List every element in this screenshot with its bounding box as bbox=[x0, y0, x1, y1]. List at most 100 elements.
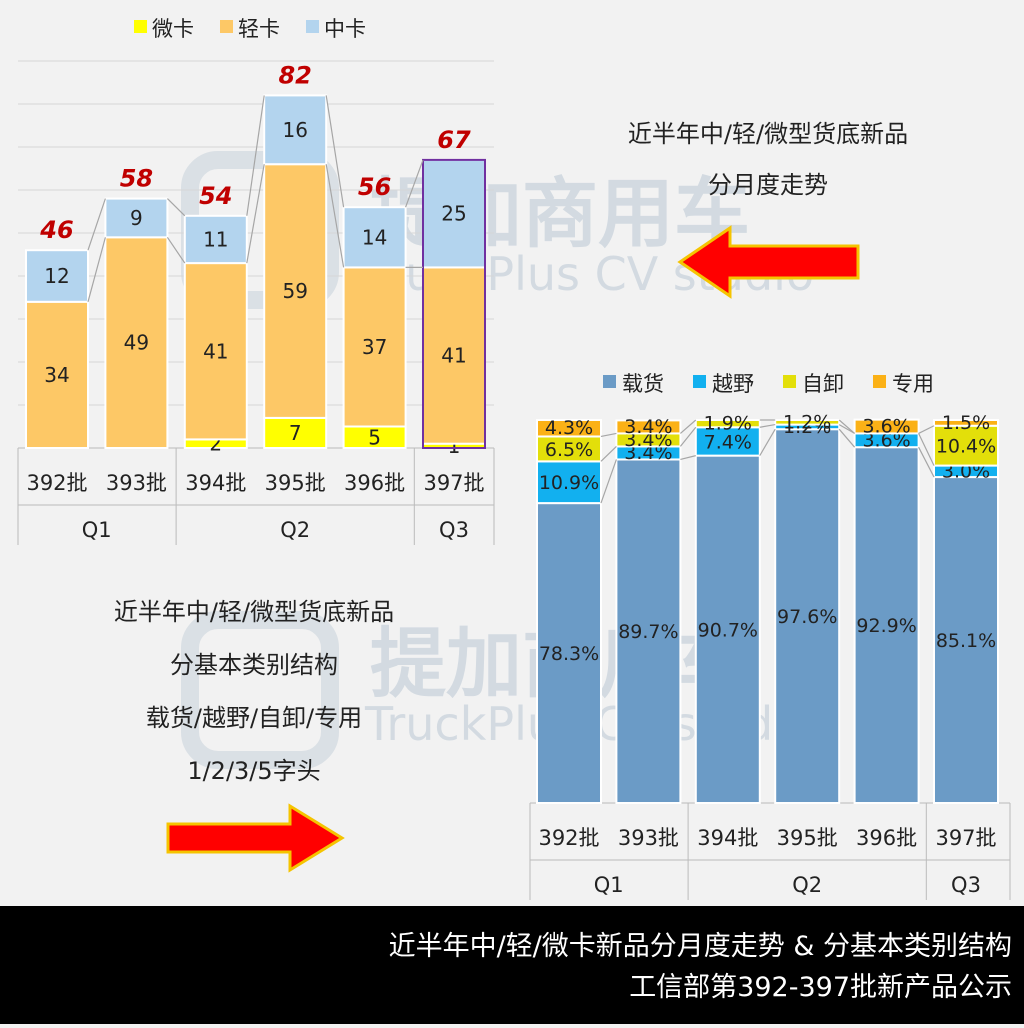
data-label: 12 bbox=[44, 264, 69, 288]
series-line bbox=[405, 159, 424, 208]
series-line bbox=[87, 237, 106, 302]
series-line bbox=[600, 459, 617, 504]
legend-swatch bbox=[134, 20, 147, 33]
watermark-logo-icon bbox=[181, 611, 339, 769]
data-label: 25 bbox=[441, 202, 466, 226]
series-line bbox=[759, 424, 776, 428]
data-label: 3.6% bbox=[862, 429, 910, 451]
bar-segment bbox=[615, 458, 682, 804]
note-left-line3: 载货/越野/自卸/专用 bbox=[146, 704, 362, 732]
footer-bar bbox=[0, 906, 1024, 1024]
data-label: 34 bbox=[44, 363, 69, 387]
highlight-box bbox=[422, 158, 486, 449]
data-label: 11 bbox=[203, 227, 228, 251]
series-line bbox=[166, 236, 186, 264]
series-line bbox=[325, 95, 345, 208]
series-line bbox=[918, 425, 935, 434]
footer-line1: 近半年中/轻/微卡新品分月度走势 & 分基本类别结构 bbox=[389, 931, 1012, 962]
bar-segment bbox=[263, 94, 328, 166]
tick-label: 397批 bbox=[935, 826, 996, 850]
bar-segment bbox=[263, 416, 328, 449]
note-left-line2: 分基本类别结构 bbox=[170, 651, 338, 679]
tick-label: 396批 bbox=[344, 471, 405, 495]
data-label: 85.1% bbox=[936, 630, 996, 652]
note-top-line2: 分月度走势 bbox=[708, 171, 828, 199]
bar-segment bbox=[774, 428, 841, 804]
note-left-line1: 近半年中/轻/微型货底新品 bbox=[114, 598, 394, 626]
bar-segment bbox=[615, 419, 682, 435]
series-line bbox=[918, 433, 935, 466]
data-label: 1.5% bbox=[942, 412, 990, 434]
bar-segment bbox=[536, 435, 602, 463]
data-label: 78.3% bbox=[539, 643, 599, 665]
tick-label: 396批 bbox=[856, 826, 917, 850]
bar-segment bbox=[694, 454, 761, 804]
total-label: 54 bbox=[199, 182, 232, 210]
bar-segment bbox=[263, 163, 328, 419]
legend-swatch bbox=[306, 20, 319, 33]
bar-segment bbox=[25, 249, 89, 303]
series-line bbox=[246, 95, 265, 216]
group-label: Q3 bbox=[951, 873, 981, 897]
series-line bbox=[325, 164, 345, 268]
legend-label: 越野 bbox=[712, 372, 754, 396]
series-line bbox=[600, 445, 617, 462]
legend-swatch bbox=[693, 375, 706, 388]
bar-segment bbox=[183, 214, 248, 265]
bar-segment bbox=[853, 446, 920, 804]
data-label: 49 bbox=[124, 331, 149, 355]
data-label: 9 bbox=[130, 206, 143, 230]
legend-swatch bbox=[220, 20, 233, 33]
data-label: 3.4% bbox=[624, 442, 672, 464]
total-label: 67 bbox=[437, 126, 471, 154]
series-line bbox=[87, 198, 106, 251]
legend-swatch bbox=[783, 375, 796, 388]
legend-label: 自卸 bbox=[802, 372, 844, 396]
data-label: 97.6% bbox=[777, 606, 837, 628]
arrow-right-icon bbox=[166, 803, 345, 873]
data-label: 10.9% bbox=[539, 472, 599, 494]
data-label: 5 bbox=[368, 425, 381, 449]
total-label: 82 bbox=[278, 61, 311, 89]
bar-segment bbox=[774, 419, 841, 426]
bar-segment bbox=[342, 206, 407, 269]
bar-segment bbox=[536, 419, 602, 438]
total-label: 56 bbox=[358, 173, 391, 201]
bar-segment bbox=[422, 158, 486, 269]
bar-segment bbox=[933, 476, 999, 804]
data-label: 3.6% bbox=[862, 416, 910, 438]
series-line bbox=[679, 426, 697, 447]
series-line bbox=[838, 419, 855, 434]
tick-label: 394批 bbox=[185, 471, 246, 495]
data-label: 59 bbox=[282, 279, 307, 303]
tick-label: 393批 bbox=[106, 471, 167, 495]
tick-label: 392批 bbox=[26, 471, 87, 495]
arrow-left-icon bbox=[677, 225, 860, 299]
group-label: Q1 bbox=[82, 518, 112, 542]
tick-label: 397批 bbox=[423, 471, 484, 495]
series-line bbox=[246, 164, 265, 264]
footer-line2: 工信部第392-397批新产品公示 bbox=[629, 972, 1012, 1003]
data-label: 6.5% bbox=[545, 439, 593, 461]
legend-label: 微卡 bbox=[152, 17, 194, 41]
structure-chart: 载货 越野 自卸 专用78.3%10.9%6.5%4.3%392批89.7%3.4%3… bbox=[529, 372, 1011, 900]
data-label: 1.9% bbox=[704, 413, 752, 435]
data-label: 41 bbox=[203, 339, 228, 363]
data-label: 90.7% bbox=[698, 619, 758, 641]
data-label: 7.4% bbox=[704, 431, 752, 453]
series-line bbox=[759, 428, 776, 456]
bar-segment bbox=[25, 300, 89, 449]
data-label: 4.3% bbox=[545, 417, 593, 439]
group-label: Q2 bbox=[792, 873, 822, 897]
group-label: Q3 bbox=[439, 518, 469, 542]
data-label: 7 bbox=[289, 421, 302, 445]
data-label: 10.4% bbox=[936, 436, 996, 458]
bar-segment bbox=[536, 502, 602, 804]
legend-swatch bbox=[603, 375, 616, 388]
legend-label: 轻卡 bbox=[238, 17, 280, 41]
bar-segment bbox=[536, 460, 602, 505]
total-label: 58 bbox=[120, 165, 153, 193]
tick-label: 392批 bbox=[538, 826, 599, 850]
